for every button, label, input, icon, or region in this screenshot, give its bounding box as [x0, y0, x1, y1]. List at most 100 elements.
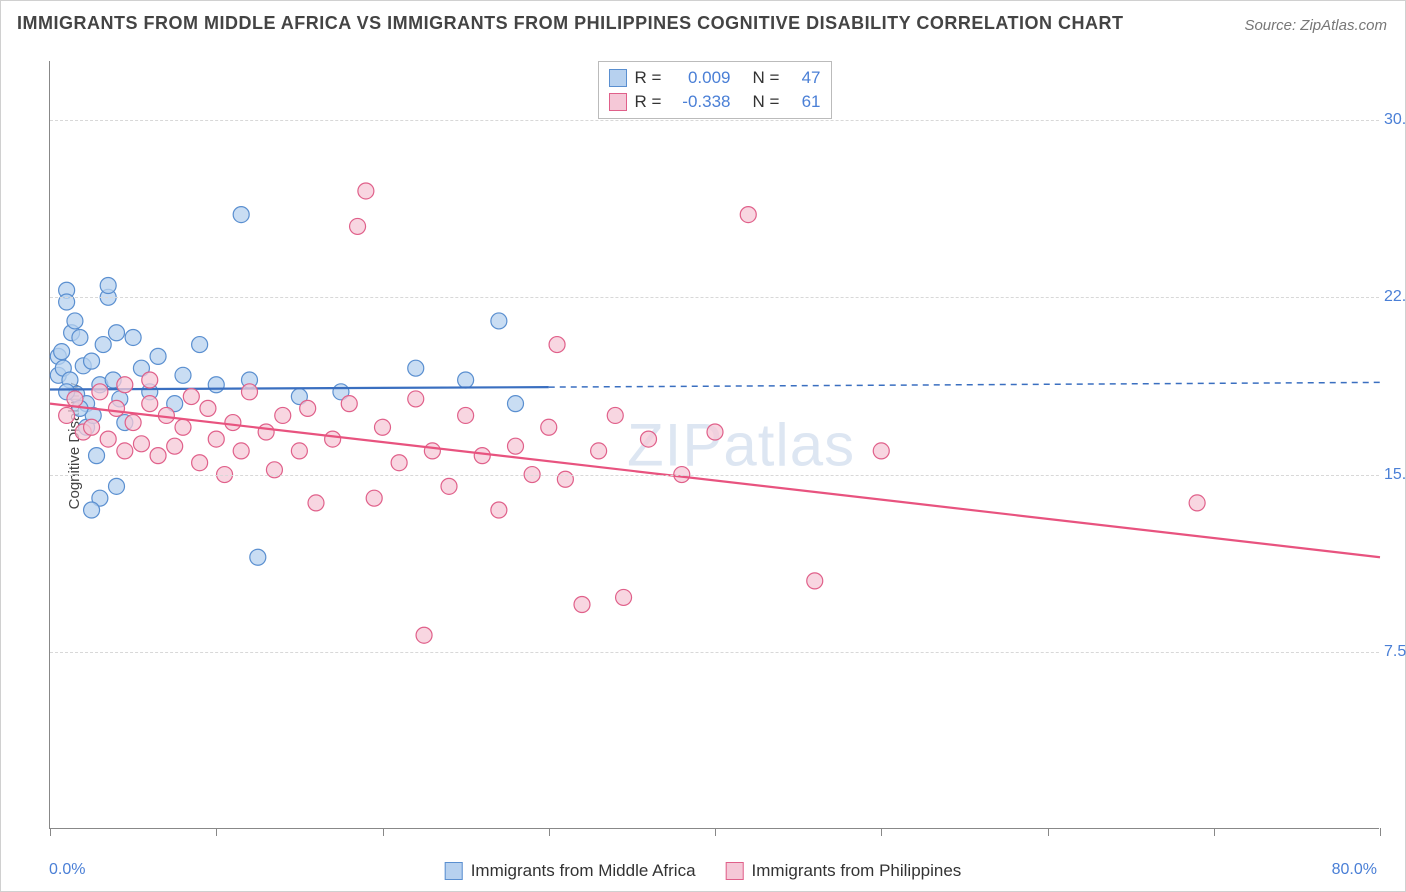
- scatter-point: [142, 396, 158, 412]
- scatter-point: [125, 329, 141, 345]
- scatter-point: [125, 415, 141, 431]
- legend-swatch: [445, 862, 463, 880]
- ytick-label: 30.0%: [1384, 111, 1406, 129]
- gridline: [50, 652, 1379, 653]
- legend-label: Immigrants from Philippines: [752, 861, 962, 881]
- xaxis-max-label: 80.0%: [1332, 861, 1377, 879]
- legend-swatch: [726, 862, 744, 880]
- plot-area: R =0.009N =47R =-0.338N =61 ZIPatlas 7.5…: [49, 61, 1379, 829]
- scatter-point: [183, 389, 199, 405]
- legend-item: Immigrants from Middle Africa: [445, 861, 696, 881]
- scatter-point: [707, 424, 723, 440]
- scatter-point: [391, 455, 407, 471]
- xaxis-min-label: 0.0%: [49, 861, 85, 879]
- gridline: [50, 120, 1379, 121]
- scatter-point: [350, 218, 366, 234]
- scatter-point: [641, 431, 657, 447]
- scatter-point: [150, 348, 166, 364]
- xtick: [715, 828, 716, 836]
- scatter-point: [100, 277, 116, 293]
- scatter-point: [258, 424, 274, 440]
- ytick-label: 22.5%: [1384, 288, 1406, 306]
- scatter-point: [175, 367, 191, 383]
- scatter-point: [873, 443, 889, 459]
- scatter-point: [233, 443, 249, 459]
- scatter-point: [84, 353, 100, 369]
- scatter-point: [95, 337, 111, 353]
- chart-container: IMMIGRANTS FROM MIDDLE AFRICA VS IMMIGRA…: [0, 0, 1406, 892]
- scatter-point: [607, 407, 623, 423]
- scatter-point: [574, 597, 590, 613]
- scatter-point: [208, 377, 224, 393]
- legend-item: Immigrants from Philippines: [726, 861, 962, 881]
- scatter-point: [275, 407, 291, 423]
- ytick-label: 15.0%: [1384, 466, 1406, 484]
- scatter-point: [458, 372, 474, 388]
- scatter-point: [150, 448, 166, 464]
- gridline: [50, 475, 1379, 476]
- scatter-point: [807, 573, 823, 589]
- xtick: [216, 828, 217, 836]
- scatter-point: [474, 448, 490, 464]
- xtick: [1048, 828, 1049, 836]
- scatter-point: [308, 495, 324, 511]
- xtick: [1214, 828, 1215, 836]
- series-legend: Immigrants from Middle Africa Immigrants …: [445, 861, 962, 881]
- scatter-point: [325, 431, 341, 447]
- scatter-point: [192, 455, 208, 471]
- scatter-point: [300, 400, 316, 416]
- scatter-point: [59, 407, 75, 423]
- chart-svg: [50, 61, 1379, 828]
- trend-line-dashed: [549, 382, 1380, 387]
- scatter-point: [92, 384, 108, 400]
- scatter-point: [408, 391, 424, 407]
- scatter-point: [175, 419, 191, 435]
- scatter-point: [591, 443, 607, 459]
- scatter-point: [233, 207, 249, 223]
- scatter-point: [242, 384, 258, 400]
- scatter-point: [1189, 495, 1205, 511]
- scatter-point: [117, 443, 133, 459]
- scatter-point: [491, 502, 507, 518]
- scatter-point: [67, 313, 83, 329]
- scatter-point: [424, 443, 440, 459]
- scatter-point: [133, 436, 149, 452]
- xtick: [881, 828, 882, 836]
- scatter-point: [491, 313, 507, 329]
- scatter-point: [84, 419, 100, 435]
- scatter-point: [89, 448, 105, 464]
- scatter-point: [109, 325, 125, 341]
- xtick: [50, 828, 51, 836]
- scatter-point: [67, 391, 83, 407]
- legend-label: Immigrants from Middle Africa: [471, 861, 696, 881]
- gridline: [50, 297, 1379, 298]
- scatter-point: [458, 407, 474, 423]
- scatter-point: [408, 360, 424, 376]
- scatter-point: [142, 372, 158, 388]
- scatter-point: [366, 490, 382, 506]
- scatter-point: [54, 344, 70, 360]
- scatter-point: [109, 400, 125, 416]
- scatter-point: [109, 478, 125, 494]
- scatter-point: [167, 438, 183, 454]
- scatter-point: [225, 415, 241, 431]
- scatter-point: [541, 419, 557, 435]
- scatter-point: [208, 431, 224, 447]
- scatter-point: [100, 431, 116, 447]
- xtick: [383, 828, 384, 836]
- scatter-point: [740, 207, 756, 223]
- scatter-point: [84, 502, 100, 518]
- scatter-point: [250, 549, 266, 565]
- scatter-point: [441, 478, 457, 494]
- scatter-point: [549, 337, 565, 353]
- scatter-point: [508, 438, 524, 454]
- scatter-point: [117, 377, 133, 393]
- scatter-point: [341, 396, 357, 412]
- source-label: Source: ZipAtlas.com: [1244, 17, 1387, 34]
- scatter-point: [72, 329, 88, 345]
- scatter-point: [200, 400, 216, 416]
- ytick-label: 7.5%: [1384, 643, 1406, 661]
- chart-title: IMMIGRANTS FROM MIDDLE AFRICA VS IMMIGRA…: [17, 13, 1124, 34]
- scatter-point: [416, 627, 432, 643]
- scatter-point: [192, 337, 208, 353]
